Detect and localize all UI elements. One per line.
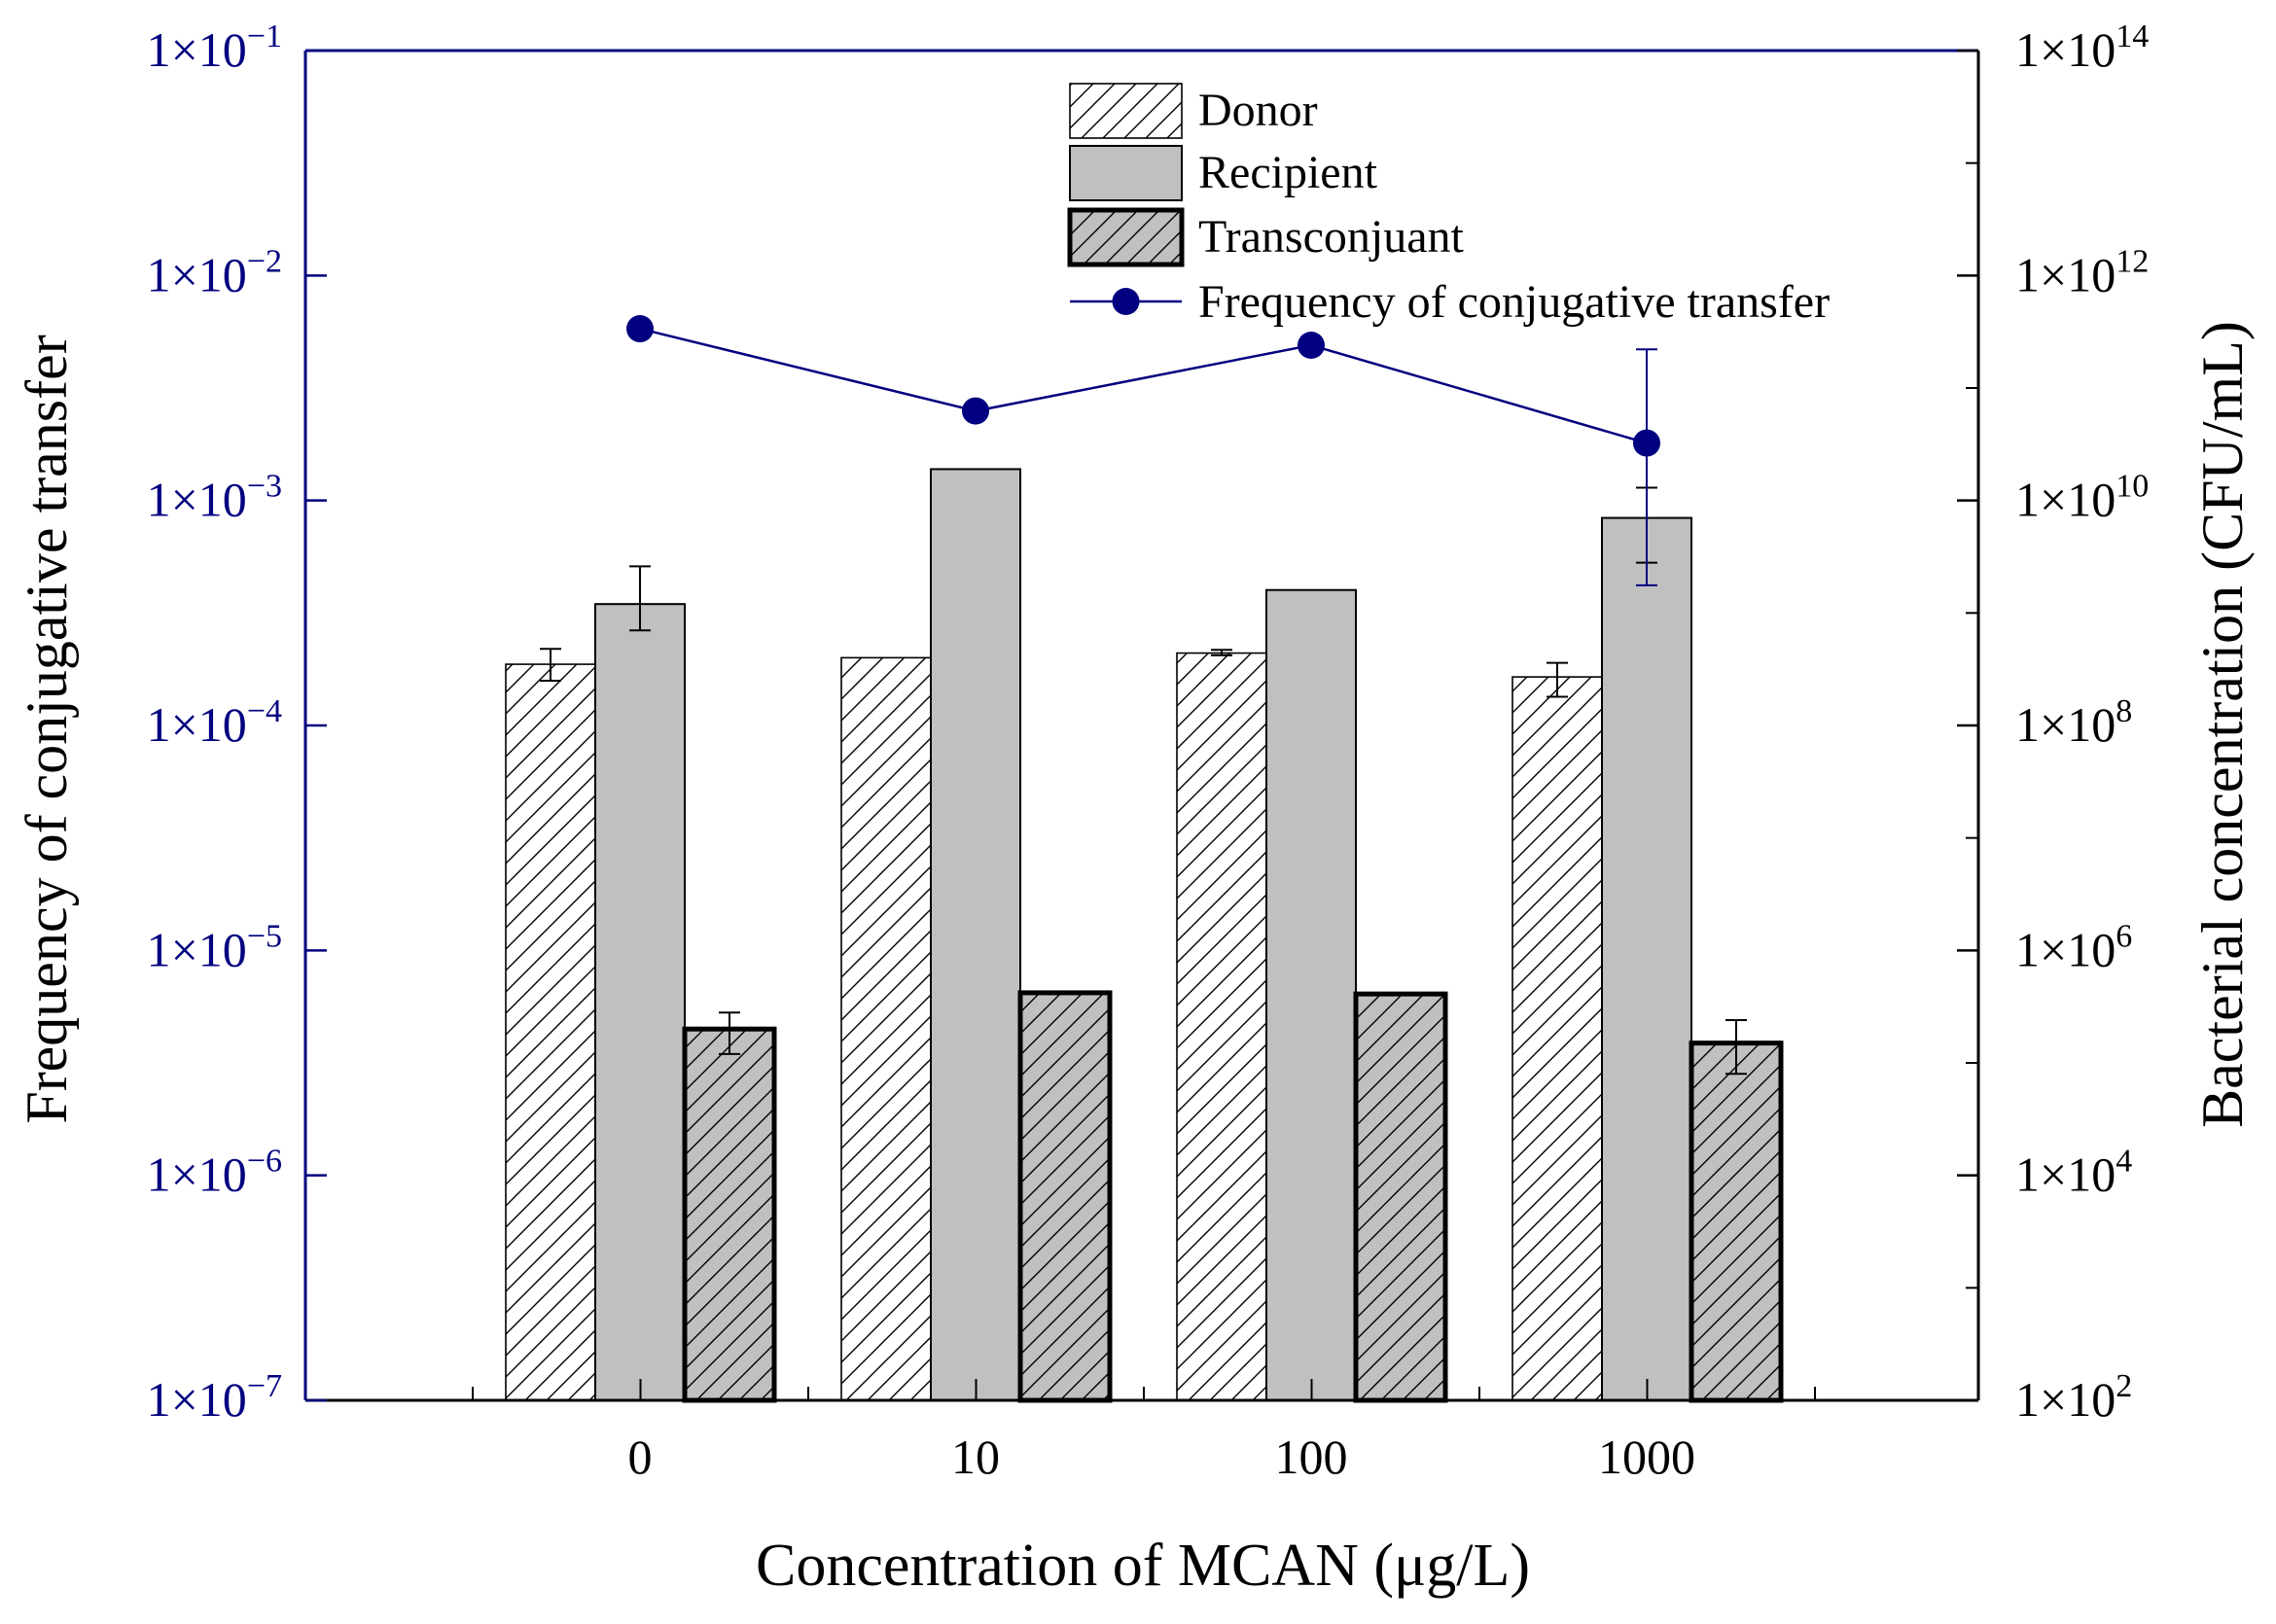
left-tick-label: 1×10−7	[147, 1368, 282, 1427]
right-tick-exponent: 2	[2116, 1368, 2132, 1404]
x-tick-label-0: 0	[628, 1430, 653, 1484]
left-tick-exponent: −1	[247, 18, 282, 54]
right-tick-base: 1×10	[2015, 22, 2116, 77]
left-tick-base: 1×10	[147, 1372, 247, 1427]
left-tick-label: 1×10−5	[147, 918, 282, 976]
recipient-error-bar-0	[629, 565, 651, 632]
right-tick-label: 1×104	[2015, 1144, 2132, 1202]
legend-swatch-recipient	[1069, 145, 1183, 201]
legend: Donor Recipient Transconjuant Frequency of …	[1067, 83, 1830, 328]
right-tick-label: 1×1014	[2015, 18, 2149, 77]
right-tick-exponent: 6	[2116, 918, 2132, 954]
x-axis-title: Concentration of MCAN (μg/L)	[756, 1533, 1530, 1599]
donor-bar-10	[840, 656, 932, 1401]
right-tick-base: 1×10	[2015, 473, 2116, 527]
recipient-bar-0	[594, 603, 686, 1401]
left-tick-exponent: −2	[247, 243, 282, 279]
left-tick-exponent: −4	[247, 693, 282, 729]
right-tick-base: 1×10	[2015, 697, 2116, 752]
right-tick-label: 1×1012	[2015, 243, 2149, 301]
donor-error-bar-100	[1211, 649, 1232, 656]
transconjuant-bar-1000	[1689, 1041, 1784, 1403]
frequency-error-bar-1000	[1636, 348, 1657, 586]
right-tick-base: 1×10	[2015, 922, 2116, 976]
left-tick-base: 1×10	[147, 22, 247, 77]
frequency-point-10	[962, 397, 989, 425]
bars-layer	[505, 468, 1784, 1403]
legend-label-donor: Donor	[1198, 85, 1318, 136]
transconjuant-bar-100	[1353, 991, 1448, 1403]
frequency-line	[639, 327, 1648, 444]
right-tick-label: 1×108	[2015, 693, 2132, 752]
transconjuant-bar-0	[682, 1026, 777, 1403]
donor-bar-0	[505, 663, 596, 1401]
right-tick-label: 1×1010	[2015, 469, 2149, 527]
left-tick-label: 1×10−1	[147, 18, 282, 77]
donor-bar-1000	[1511, 676, 1603, 1401]
right-tick-label: 1×106	[2015, 918, 2132, 976]
legend-swatch-transconjuant	[1067, 207, 1185, 267]
transconjuant-bar-10	[1017, 990, 1113, 1403]
right-tick-exponent: 14	[2116, 18, 2149, 54]
left-tick-label: 1×10−6	[147, 1144, 282, 1202]
transconjuant-error-bar-1000	[1725, 1019, 1747, 1076]
right-tick-base: 1×10	[2015, 247, 2116, 301]
legend-label-transconjuant: Transconjuant	[1198, 211, 1465, 263]
recipient-bar-100	[1265, 588, 1357, 1401]
frequency-point-1000	[1633, 429, 1660, 457]
right-tick-exponent: 8	[2116, 693, 2132, 729]
donor-error-bar-0	[540, 648, 561, 682]
left-tick-base: 1×10	[147, 922, 247, 976]
left-tick-label: 1×10−4	[147, 693, 282, 752]
frequency-point-100	[1298, 332, 1325, 360]
left-tick-base: 1×10	[147, 473, 247, 527]
left-tick-base: 1×10	[147, 1147, 247, 1202]
donor-bar-100	[1176, 652, 1267, 1401]
legend-marker-frequency	[1112, 288, 1140, 315]
frequency-line-layer	[626, 315, 1660, 586]
donor-error-bar-1000	[1547, 661, 1568, 698]
right-tick-label: 1×102	[2015, 1368, 2132, 1427]
left-tick-exponent: −6	[247, 1144, 282, 1180]
axes-layer: 0 10 100 10001×10−11×10−21×10−31×10−41×10−5…	[147, 18, 2150, 1484]
legend-label-recipient: Recipient	[1198, 147, 1378, 198]
left-tick-exponent: −3	[247, 469, 282, 505]
left-tick-exponent: −5	[247, 918, 282, 954]
recipient-bar-1000	[1601, 516, 1692, 1401]
left-tick-base: 1×10	[147, 247, 247, 301]
legend-swatch-donor	[1069, 83, 1183, 139]
right-tick-base: 1×10	[2015, 1372, 2116, 1427]
x-tick-label-100: 100	[1275, 1430, 1348, 1484]
right-tick-exponent: 12	[2116, 243, 2149, 279]
transconjuant-error-bar-0	[719, 1011, 740, 1055]
frequency-point-0	[626, 315, 654, 343]
right-tick-exponent: 10	[2116, 469, 2149, 505]
x-tick-label-1000: 1000	[1598, 1430, 1695, 1484]
recipient-bar-10	[930, 468, 1021, 1401]
left-tick-label: 1×10−3	[147, 469, 282, 527]
x-tick-label-10: 10	[951, 1430, 1000, 1484]
left-axis-title: Frequency of conjugative transfer	[15, 335, 79, 1123]
left-tick-label: 1×10−2	[147, 243, 282, 301]
left-tick-exponent: −7	[247, 1368, 282, 1404]
legend-label-frequency: Frequency of conjugative transfer	[1198, 276, 1830, 328]
left-tick-base: 1×10	[147, 697, 247, 752]
right-axis-title: Bacterial concentration (CFU/mL)	[2190, 321, 2255, 1128]
right-tick-exponent: 4	[2116, 1144, 2132, 1180]
right-tick-base: 1×10	[2015, 1147, 2116, 1202]
